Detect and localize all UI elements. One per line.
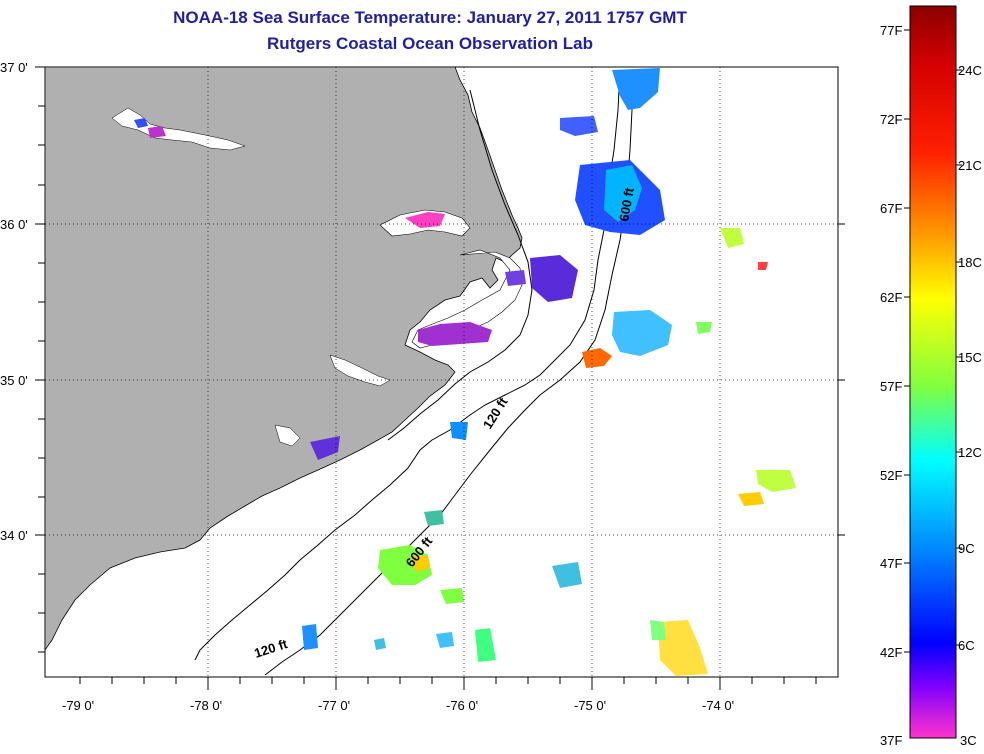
contour-600ft (264, 69, 637, 676)
lat-label: 34 0' (0, 528, 28, 543)
river-inlet-2 (274, 424, 301, 447)
lon-label: -76 0' (446, 698, 478, 713)
contour-120ft (194, 69, 621, 661)
sst-patch (405, 212, 445, 228)
contour-label: 600 ft (616, 186, 637, 223)
sst-patch (424, 510, 444, 526)
sst-patch (612, 68, 660, 110)
colorbar-c-label: 6C (958, 638, 975, 653)
lon-label: -74 0' (702, 698, 734, 713)
sst-patch (505, 270, 526, 286)
sst-patches (134, 68, 796, 676)
sst-patch (475, 628, 496, 662)
colorbar-f-label: 57F (880, 379, 902, 394)
colorbar-c-label: 9C (958, 541, 975, 556)
lon-label: -79 0' (62, 698, 94, 713)
sst-patch (134, 118, 148, 128)
graticule (45, 67, 838, 677)
colorbar-c-label: 18C (958, 255, 982, 270)
sst-patch (738, 492, 764, 506)
inland-lake (111, 107, 246, 151)
lon-label: -77 0' (318, 698, 350, 713)
sst-patch (418, 322, 492, 346)
map-title: NOAA-18 Sea Surface Temperature: January… (173, 8, 687, 27)
sst-patch (604, 165, 642, 222)
sst-patch (410, 555, 430, 572)
colorbar-f-label: 72F (880, 112, 902, 127)
sst-patch (552, 562, 582, 588)
sst-patch (696, 322, 712, 334)
lon-label: -75 0' (574, 698, 606, 713)
sst-patch (560, 116, 598, 136)
land-mass (44, 66, 523, 652)
colorbar-f-label: 62F (880, 290, 902, 305)
sst-patch (756, 470, 796, 492)
colorbar-c-label: 3C (960, 733, 977, 748)
sst-patch (530, 255, 578, 302)
sst-patch (378, 545, 432, 585)
lat-label: 37 0' (0, 60, 28, 75)
sst-patch (582, 348, 612, 368)
lat-label: 36 0' (0, 217, 28, 232)
colorbar-f-label: 42F (880, 645, 902, 660)
lon-label: -78 0' (190, 698, 222, 713)
colorbar-f-label: 47F (880, 556, 902, 571)
lat-ticks (35, 66, 845, 653)
sst-patch (758, 262, 768, 270)
lat-label: 35 0' (0, 373, 28, 388)
map-subtitle: Rutgers Coastal Ocean Observation Lab (267, 34, 593, 53)
sst-patch (310, 436, 340, 460)
sst-patch (450, 422, 468, 440)
colorbar-c-label: 15C (958, 350, 982, 365)
colorbar-f-label: 67F (880, 201, 902, 216)
sst-patch (440, 588, 464, 604)
sst-patch (302, 624, 318, 650)
colorbar-f-label: 52F (880, 468, 902, 483)
sst-patch (658, 620, 708, 676)
sst-patch (436, 632, 454, 648)
colorbar (909, 5, 957, 739)
lon-ticks (79, 677, 817, 690)
sst-patch (374, 638, 386, 650)
colorbar-f-label: 37F (880, 733, 902, 748)
sst-patch (650, 620, 666, 640)
sst-patch (612, 310, 672, 356)
colorbar-ticks (904, 29, 962, 653)
barrier-islands (387, 89, 533, 441)
colorbar-c-label: 21C (958, 158, 982, 173)
colorbar-c-label: 12C (958, 445, 982, 460)
sst-patch (720, 228, 744, 248)
colorbar-c-label: 24C (958, 63, 982, 78)
river-inlet (329, 354, 391, 387)
colorbar-f-label: 77F (880, 23, 902, 38)
sst-patch (148, 126, 166, 138)
